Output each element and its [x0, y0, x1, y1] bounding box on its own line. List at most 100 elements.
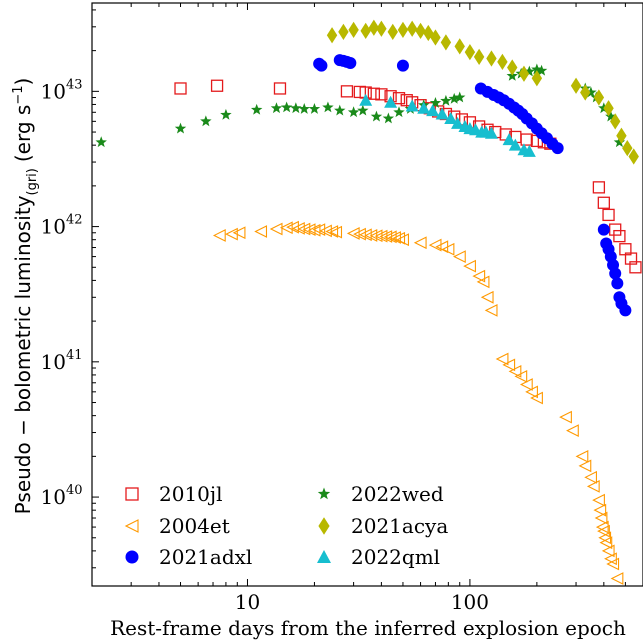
data-point-2021acya — [570, 77, 582, 94]
data-point-2022wed — [334, 104, 346, 116]
data-point-2021acya — [326, 27, 338, 44]
data-point-2022wed — [440, 94, 452, 106]
y-tick-label-exponent: 40 — [66, 483, 83, 498]
legend-marker-2021acya — [318, 517, 330, 535]
legend-entry-2022qml: 2022qml — [317, 545, 440, 569]
y-tick-label-exponent: 43 — [66, 77, 83, 92]
data-point-2021acya — [610, 113, 621, 130]
y-axis-label-unit: (erg s — [11, 105, 35, 162]
data-point-2004et — [594, 511, 608, 525]
data-point-2022qml — [426, 104, 440, 117]
y-tick-label: 10 — [41, 485, 66, 509]
data-point-2022wed — [220, 108, 232, 120]
data-point-2022wed — [95, 136, 107, 148]
data-point-2004et — [319, 224, 332, 238]
data-point-2021adxl — [597, 223, 610, 236]
data-point-2021acya — [518, 65, 530, 82]
data-point-2022qml — [508, 138, 522, 151]
data-point-2010jl — [273, 82, 287, 95]
data-point-2022wed — [454, 91, 466, 103]
data-point-2022wed — [322, 101, 334, 113]
data-point-2004et — [592, 493, 605, 507]
legend: 2010jl 2004et 2021adxl 2022wed 2021acya 2022q… — [124, 482, 448, 569]
data-point-2022wed — [347, 106, 360, 118]
legend-label: 2021acya — [351, 514, 448, 538]
data-point-2004et — [601, 544, 615, 558]
data-point-2004et — [578, 459, 592, 473]
data-point-2004et — [441, 242, 455, 256]
data-point-2021acya — [497, 53, 508, 71]
data-point-2010jl — [597, 196, 610, 209]
data-point-2021acya — [348, 21, 359, 38]
data-point-2021acya — [430, 29, 441, 46]
data-point-2021acya — [603, 100, 614, 117]
y-tick-label: 10 — [41, 215, 66, 239]
data-point-2022qml — [451, 116, 465, 129]
data-point-2004et — [514, 370, 528, 383]
data-point-2010jl — [602, 208, 615, 222]
data-point-2004et — [484, 304, 498, 317]
data-point-2004et — [472, 269, 486, 283]
legend-marker-2022qml — [317, 550, 331, 563]
data-point-2022qml — [359, 93, 373, 106]
legend-label: 2021adxl — [159, 545, 252, 569]
y-axis-label-sub: (gri) — [25, 168, 40, 195]
axes — [91, 2, 643, 587]
data-point-2004et — [584, 470, 597, 484]
data-point-2004et — [508, 364, 522, 378]
legend-entry-2021adxl: 2021adxl — [125, 545, 252, 569]
data-point-2022wed — [370, 110, 383, 122]
y-tick-label: 10 — [41, 350, 66, 374]
data-point-2004et — [312, 223, 326, 236]
data-point-2021acya — [368, 19, 380, 36]
x-tick-label: 10 — [235, 590, 260, 614]
data-point-2021acya — [387, 23, 398, 41]
data-point-2022wed — [429, 97, 442, 108]
data-point-2021acya — [360, 22, 371, 39]
data-point-2022wed — [393, 106, 405, 118]
data-point-2004et — [595, 520, 609, 534]
data-point-2004et — [586, 479, 600, 493]
data-point-2004et — [495, 352, 509, 366]
data-point-2004et — [302, 223, 316, 236]
data-point-2022wed — [605, 110, 617, 122]
data-point-2022wed — [382, 112, 395, 124]
data-point-2022wed — [308, 103, 321, 114]
legend-entry-2021acya: 2021acya — [318, 514, 448, 538]
data-point-2021adxl — [344, 57, 357, 70]
y-tick-label: 10 — [41, 79, 66, 103]
data-point-2022wed — [523, 65, 536, 77]
series-2021acya — [326, 19, 639, 165]
data-point-2021acya — [454, 38, 465, 55]
data-point-2021acya — [628, 148, 639, 165]
data-point-2021acya — [338, 23, 349, 41]
data-point-2004et — [329, 225, 343, 239]
data-point-2021acya — [415, 22, 426, 39]
data-point-2010jl — [613, 229, 626, 243]
data-point-2021acya — [464, 43, 476, 61]
data-points-layer — [95, 19, 642, 585]
data-point-2022wed — [535, 64, 548, 76]
data-point-2022wed — [448, 92, 460, 104]
data-point-2010jl — [624, 252, 638, 265]
data-point-2021adxl — [619, 304, 632, 317]
data-point-2004et — [358, 228, 372, 242]
data-point-2022wed — [290, 102, 302, 114]
data-point-2021acya — [622, 140, 633, 157]
data-point-2010jl — [629, 261, 642, 274]
legend-entry-2022wed: 2022wed — [317, 482, 444, 506]
data-point-2010jl — [375, 88, 388, 101]
data-point-2004et — [254, 225, 268, 238]
y-axis-label-main: Pseudo − bolometric luminosity — [11, 195, 35, 514]
series-2004et — [212, 220, 624, 585]
data-point-2004et — [480, 290, 494, 304]
data-point-2010jl — [174, 82, 187, 95]
data-point-2022qml — [502, 133, 516, 146]
data-point-2021adxl — [396, 59, 409, 72]
data-point-2004et — [525, 385, 538, 399]
data-point-2004et — [212, 229, 226, 242]
data-point-2004et — [575, 449, 589, 463]
data-point-2022wed — [200, 115, 212, 127]
data-point-2022wed — [270, 102, 283, 114]
data-point-2010jl — [592, 181, 606, 194]
